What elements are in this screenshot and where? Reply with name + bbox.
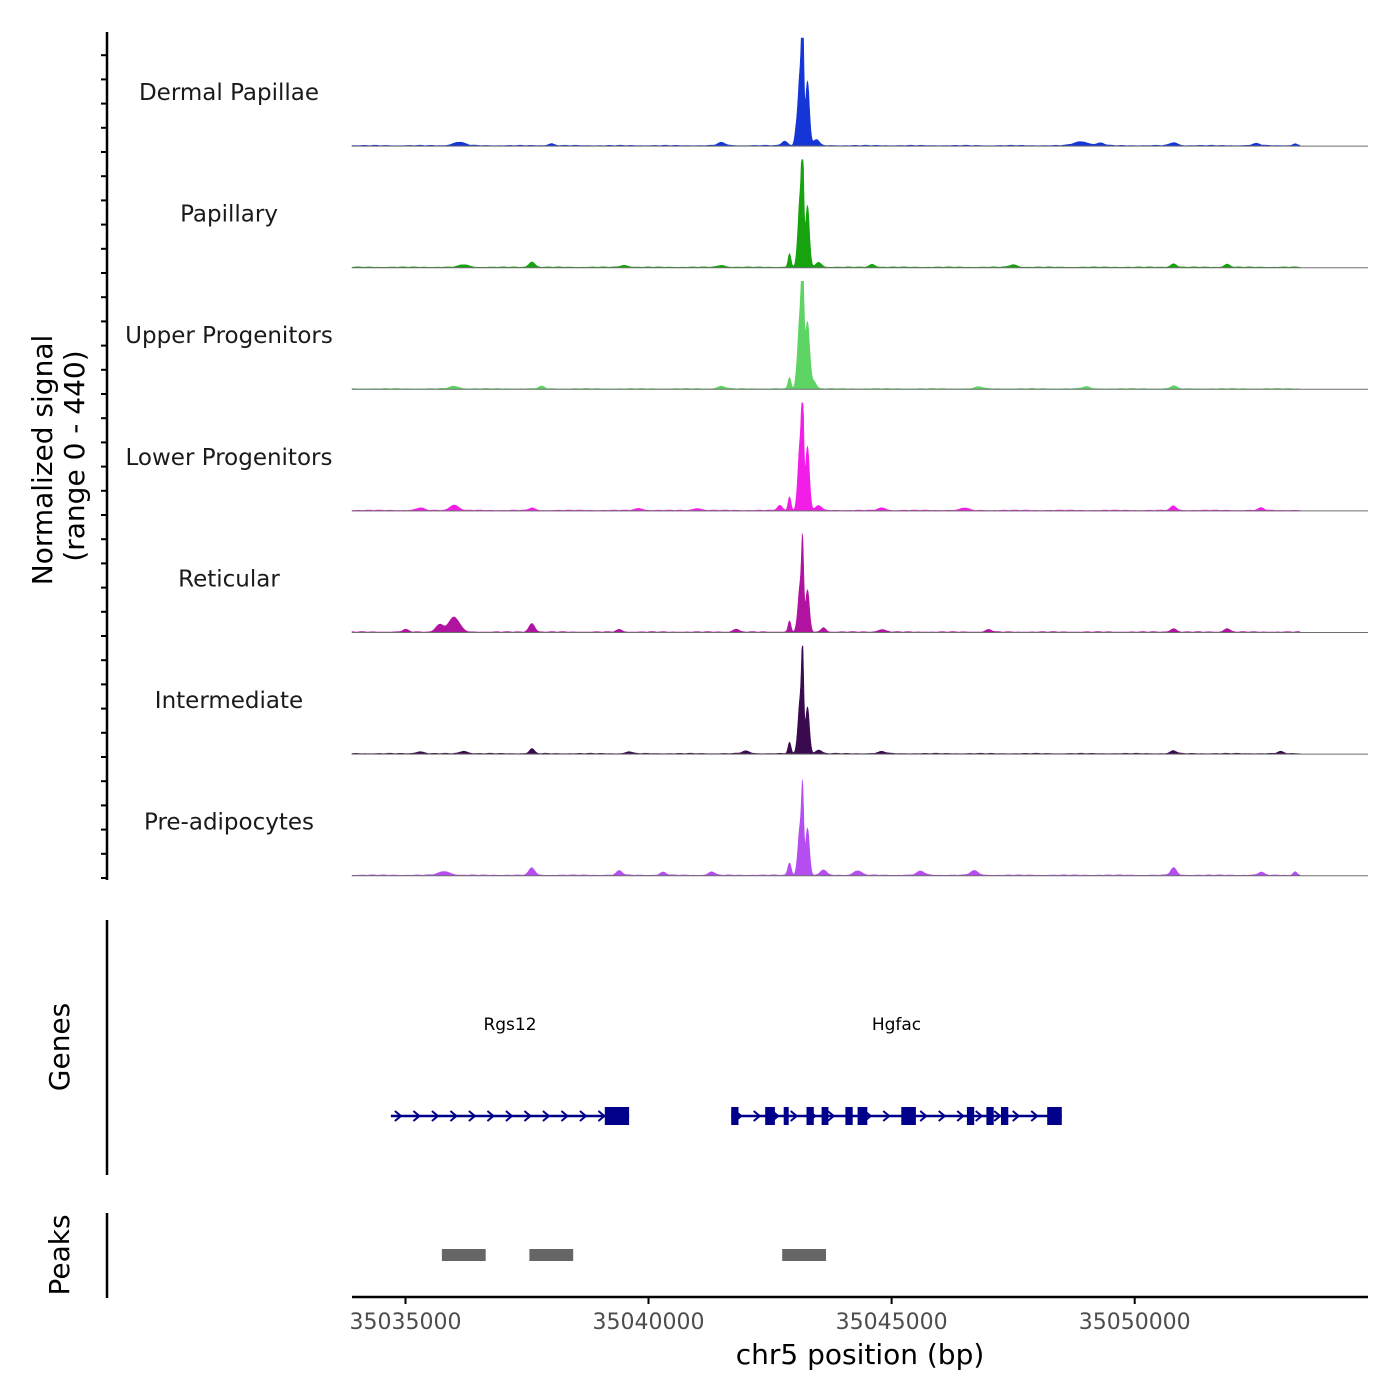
- strand-arrow: [1012, 1110, 1021, 1122]
- x-tick-label: 35040000: [593, 1310, 705, 1335]
- strand-arrow: [919, 1110, 928, 1122]
- x-axis-title: chr5 position (bp): [736, 1338, 985, 1371]
- track-label-papillary: Papillary: [180, 202, 278, 228]
- exon: [806, 1107, 814, 1125]
- exon: [731, 1107, 739, 1125]
- strand-arrow: [449, 1110, 458, 1122]
- track-label-upper-progenitors: Upper Progenitors: [125, 323, 333, 349]
- strand-arrow: [394, 1110, 403, 1122]
- peak-region: [529, 1249, 574, 1261]
- x-axis-ticks: 35035000 35040000 35045000 35050000: [350, 1297, 1191, 1335]
- strand-arrow: [505, 1110, 514, 1122]
- strand-arrow: [1030, 1110, 1039, 1122]
- strand-arrow: [431, 1110, 440, 1122]
- strand-arrow: [486, 1110, 495, 1122]
- track-pre-adipocytes: Pre-adipocytes: [144, 779, 1368, 877]
- coverage-y-axis-title-line2: (range 0 - 440): [58, 350, 91, 561]
- gene-models: Rgs12 Hgfac: [390, 1015, 1062, 1125]
- exon: [821, 1107, 829, 1125]
- track-label-lower-progenitors: Lower Progenitors: [126, 445, 333, 471]
- track-label-intermediate: Intermediate: [155, 688, 303, 714]
- exon: [604, 1107, 630, 1125]
- exon: [1001, 1107, 1009, 1125]
- genes-y-axis-title: Genes: [43, 1003, 76, 1091]
- peak-regions: [441, 1249, 826, 1261]
- coverage-panel: Normalized signal (range 0 - 440) Dermal…: [26, 32, 1368, 880]
- strand-arrow: [938, 1110, 947, 1122]
- gene-hgfac: Hgfac: [731, 1015, 1062, 1125]
- signal-area-dermal-papillae: [351, 37, 1301, 147]
- x-tick-label: 35035000: [350, 1310, 462, 1335]
- track-label-pre-adipocytes: Pre-adipocytes: [144, 810, 314, 836]
- strand-arrow: [882, 1110, 891, 1122]
- exon: [1047, 1107, 1062, 1125]
- strand-arrow: [597, 1110, 606, 1122]
- strand-arrow: [975, 1110, 984, 1122]
- x-tick-label: 35045000: [836, 1310, 948, 1335]
- peaks-y-axis-title: Peaks: [43, 1214, 76, 1295]
- peak-region: [782, 1249, 826, 1261]
- peak-region: [441, 1249, 486, 1261]
- exon: [845, 1107, 853, 1125]
- strand-arrow: [827, 1110, 836, 1122]
- x-axis: 35035000 35040000 35045000 35050000 chr5 po…: [350, 1295, 1368, 1371]
- coverage-y-ticks: [101, 54, 107, 879]
- track-upper-progenitors: Upper Progenitors: [125, 281, 1368, 390]
- exon: [966, 1107, 975, 1125]
- track-label-dermal-papillae: Dermal Papillae: [139, 80, 319, 106]
- strand-arrow: [753, 1110, 762, 1122]
- signal-area-papillary: [351, 159, 1301, 268]
- track-intermediate: Intermediate: [155, 645, 1368, 755]
- strand-arrow: [790, 1110, 799, 1122]
- track-lower-progenitors: Lower Progenitors: [126, 402, 1368, 512]
- gene-rgs12: Rgs12: [390, 1015, 630, 1125]
- track-reticular: Reticular: [178, 533, 1368, 633]
- gene-label-rgs12: Rgs12: [483, 1015, 536, 1035]
- track-label-reticular: Reticular: [178, 566, 280, 592]
- exon: [857, 1107, 868, 1125]
- signal-area-pre-adipocytes: [351, 779, 1301, 876]
- coverage-y-axis-title-line1: Normalized signal: [26, 335, 59, 586]
- signal-area-lower-progenitors: [351, 402, 1301, 512]
- track-dermal-papillae: Dermal Papillae: [139, 37, 1368, 147]
- coverage-tracks: Dermal Papillae Papillary Upper Progenitor…: [125, 37, 1368, 877]
- exon: [901, 1107, 916, 1125]
- strand-arrow: [412, 1110, 421, 1122]
- signal-area-reticular: [351, 533, 1301, 633]
- gene-label-hgfac: Hgfac: [872, 1015, 921, 1035]
- track-papillary: Papillary: [180, 159, 1368, 269]
- signal-area-intermediate: [351, 645, 1301, 755]
- strand-arrow: [993, 1110, 1002, 1122]
- strand-arrow: [579, 1110, 588, 1122]
- exon: [765, 1107, 775, 1125]
- x-tick-label: 35050000: [1079, 1310, 1191, 1335]
- exon: [783, 1107, 789, 1125]
- strand-arrow: [560, 1110, 569, 1122]
- genes-panel: Genes Rgs12 Hgfac: [43, 920, 1062, 1175]
- exon: [986, 1107, 994, 1125]
- strand-arrow: [523, 1110, 532, 1122]
- peaks-panel: Peaks: [43, 1213, 826, 1298]
- strand-arrow: [468, 1110, 477, 1122]
- strand-arrow: [956, 1110, 965, 1122]
- signal-area-upper-progenitors: [351, 281, 1301, 390]
- strand-arrow: [542, 1110, 551, 1122]
